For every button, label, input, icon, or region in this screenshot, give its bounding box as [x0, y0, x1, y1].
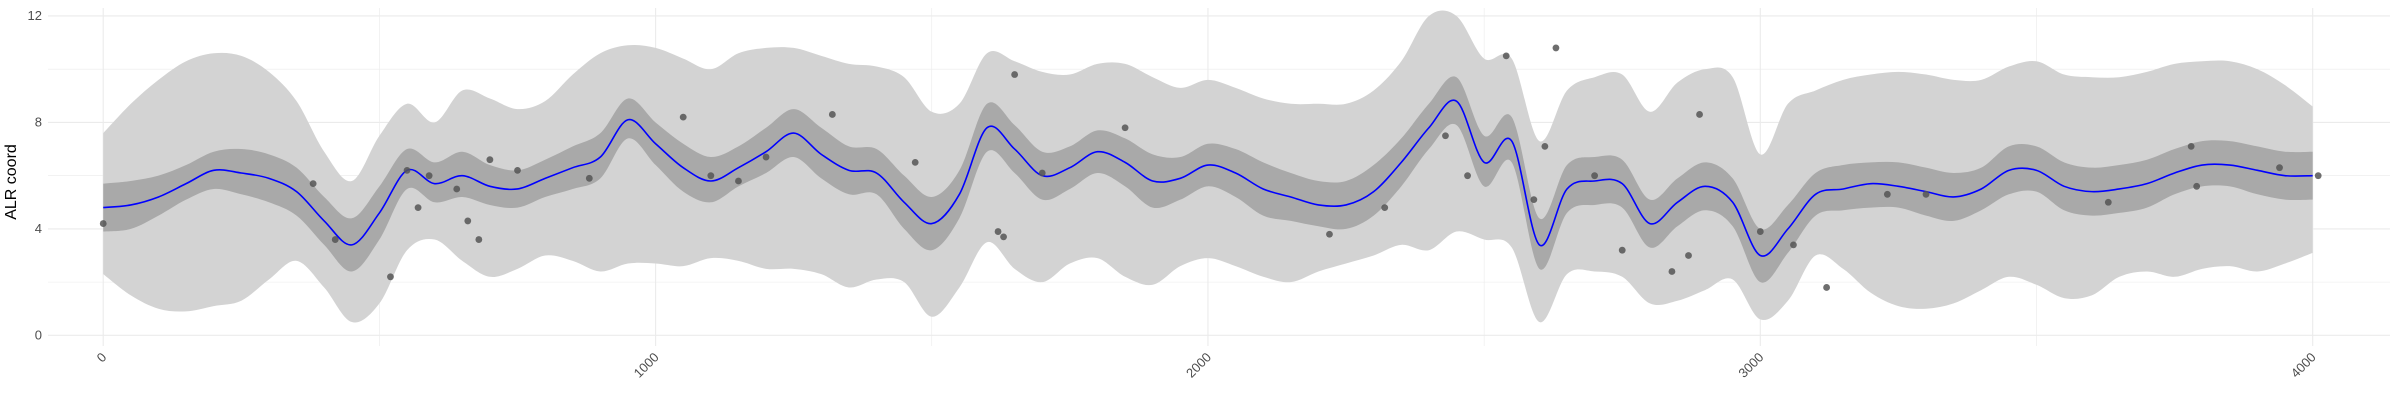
data-point [1696, 111, 1703, 118]
data-point [1442, 132, 1449, 140]
data-point [1823, 284, 1830, 291]
y-axis-tick-labels: 0 4 8 12 [28, 8, 42, 342]
data-point [1668, 268, 1676, 275]
x-tick-label: 4000 [2288, 350, 2319, 381]
data-point [1790, 241, 1797, 249]
data-point [99, 220, 107, 227]
y-tick-label: 8 [35, 114, 42, 129]
data-point [1326, 230, 1333, 238]
data-point [1502, 52, 1510, 60]
data-point [2104, 198, 2112, 206]
data-point [994, 228, 1002, 235]
x-tick-label: 2000 [1183, 350, 1214, 381]
scatter-point-layer [99, 44, 2322, 291]
data-point [414, 204, 422, 212]
y-tick-label: 4 [35, 221, 42, 236]
data-point [331, 236, 339, 243]
data-point [1038, 169, 1046, 177]
x-tick-label: 3000 [1735, 350, 1766, 381]
data-point [1121, 124, 1129, 132]
y-tick-label: 0 [35, 327, 42, 342]
data-point [1552, 44, 1560, 52]
data-point [585, 174, 593, 182]
data-point [2276, 164, 2283, 172]
data-point [1922, 190, 1930, 198]
data-point [1756, 228, 1764, 235]
data-point [1883, 190, 1891, 198]
data-point [1000, 233, 1007, 241]
data-point [1685, 252, 1692, 259]
data-point [425, 172, 433, 180]
data-point [762, 153, 770, 161]
data-point [1591, 172, 1599, 180]
data-point [514, 166, 521, 174]
x-axis-tick-labels: 0 1000 2000 3000 4000 [94, 350, 2319, 381]
data-point [679, 113, 687, 121]
data-point [911, 158, 919, 166]
data-point [464, 217, 472, 225]
mean-line-layer [103, 99, 2313, 257]
x-tick-label: 1000 [631, 350, 662, 381]
y-tick-label: 12 [28, 8, 42, 23]
data-point [403, 166, 411, 174]
data-point [486, 156, 494, 164]
data-point [453, 185, 461, 193]
data-point [2314, 172, 2322, 180]
data-point [828, 111, 836, 118]
data-point [475, 236, 483, 243]
data-point [707, 172, 715, 180]
y-axis-title: ALR coord [3, 144, 20, 220]
data-point [387, 273, 394, 281]
x-tick-label: 0 [94, 350, 110, 366]
data-point [1011, 71, 1019, 78]
data-point [2187, 142, 2195, 150]
data-point [2193, 182, 2201, 190]
data-point [1381, 204, 1389, 212]
data-point [1464, 172, 1471, 180]
data-point [1530, 196, 1538, 204]
data-point [309, 180, 317, 188]
data-point [735, 177, 742, 185]
data-point [1618, 246, 1626, 254]
data-point [1541, 142, 1549, 150]
mean-line [103, 99, 2313, 257]
